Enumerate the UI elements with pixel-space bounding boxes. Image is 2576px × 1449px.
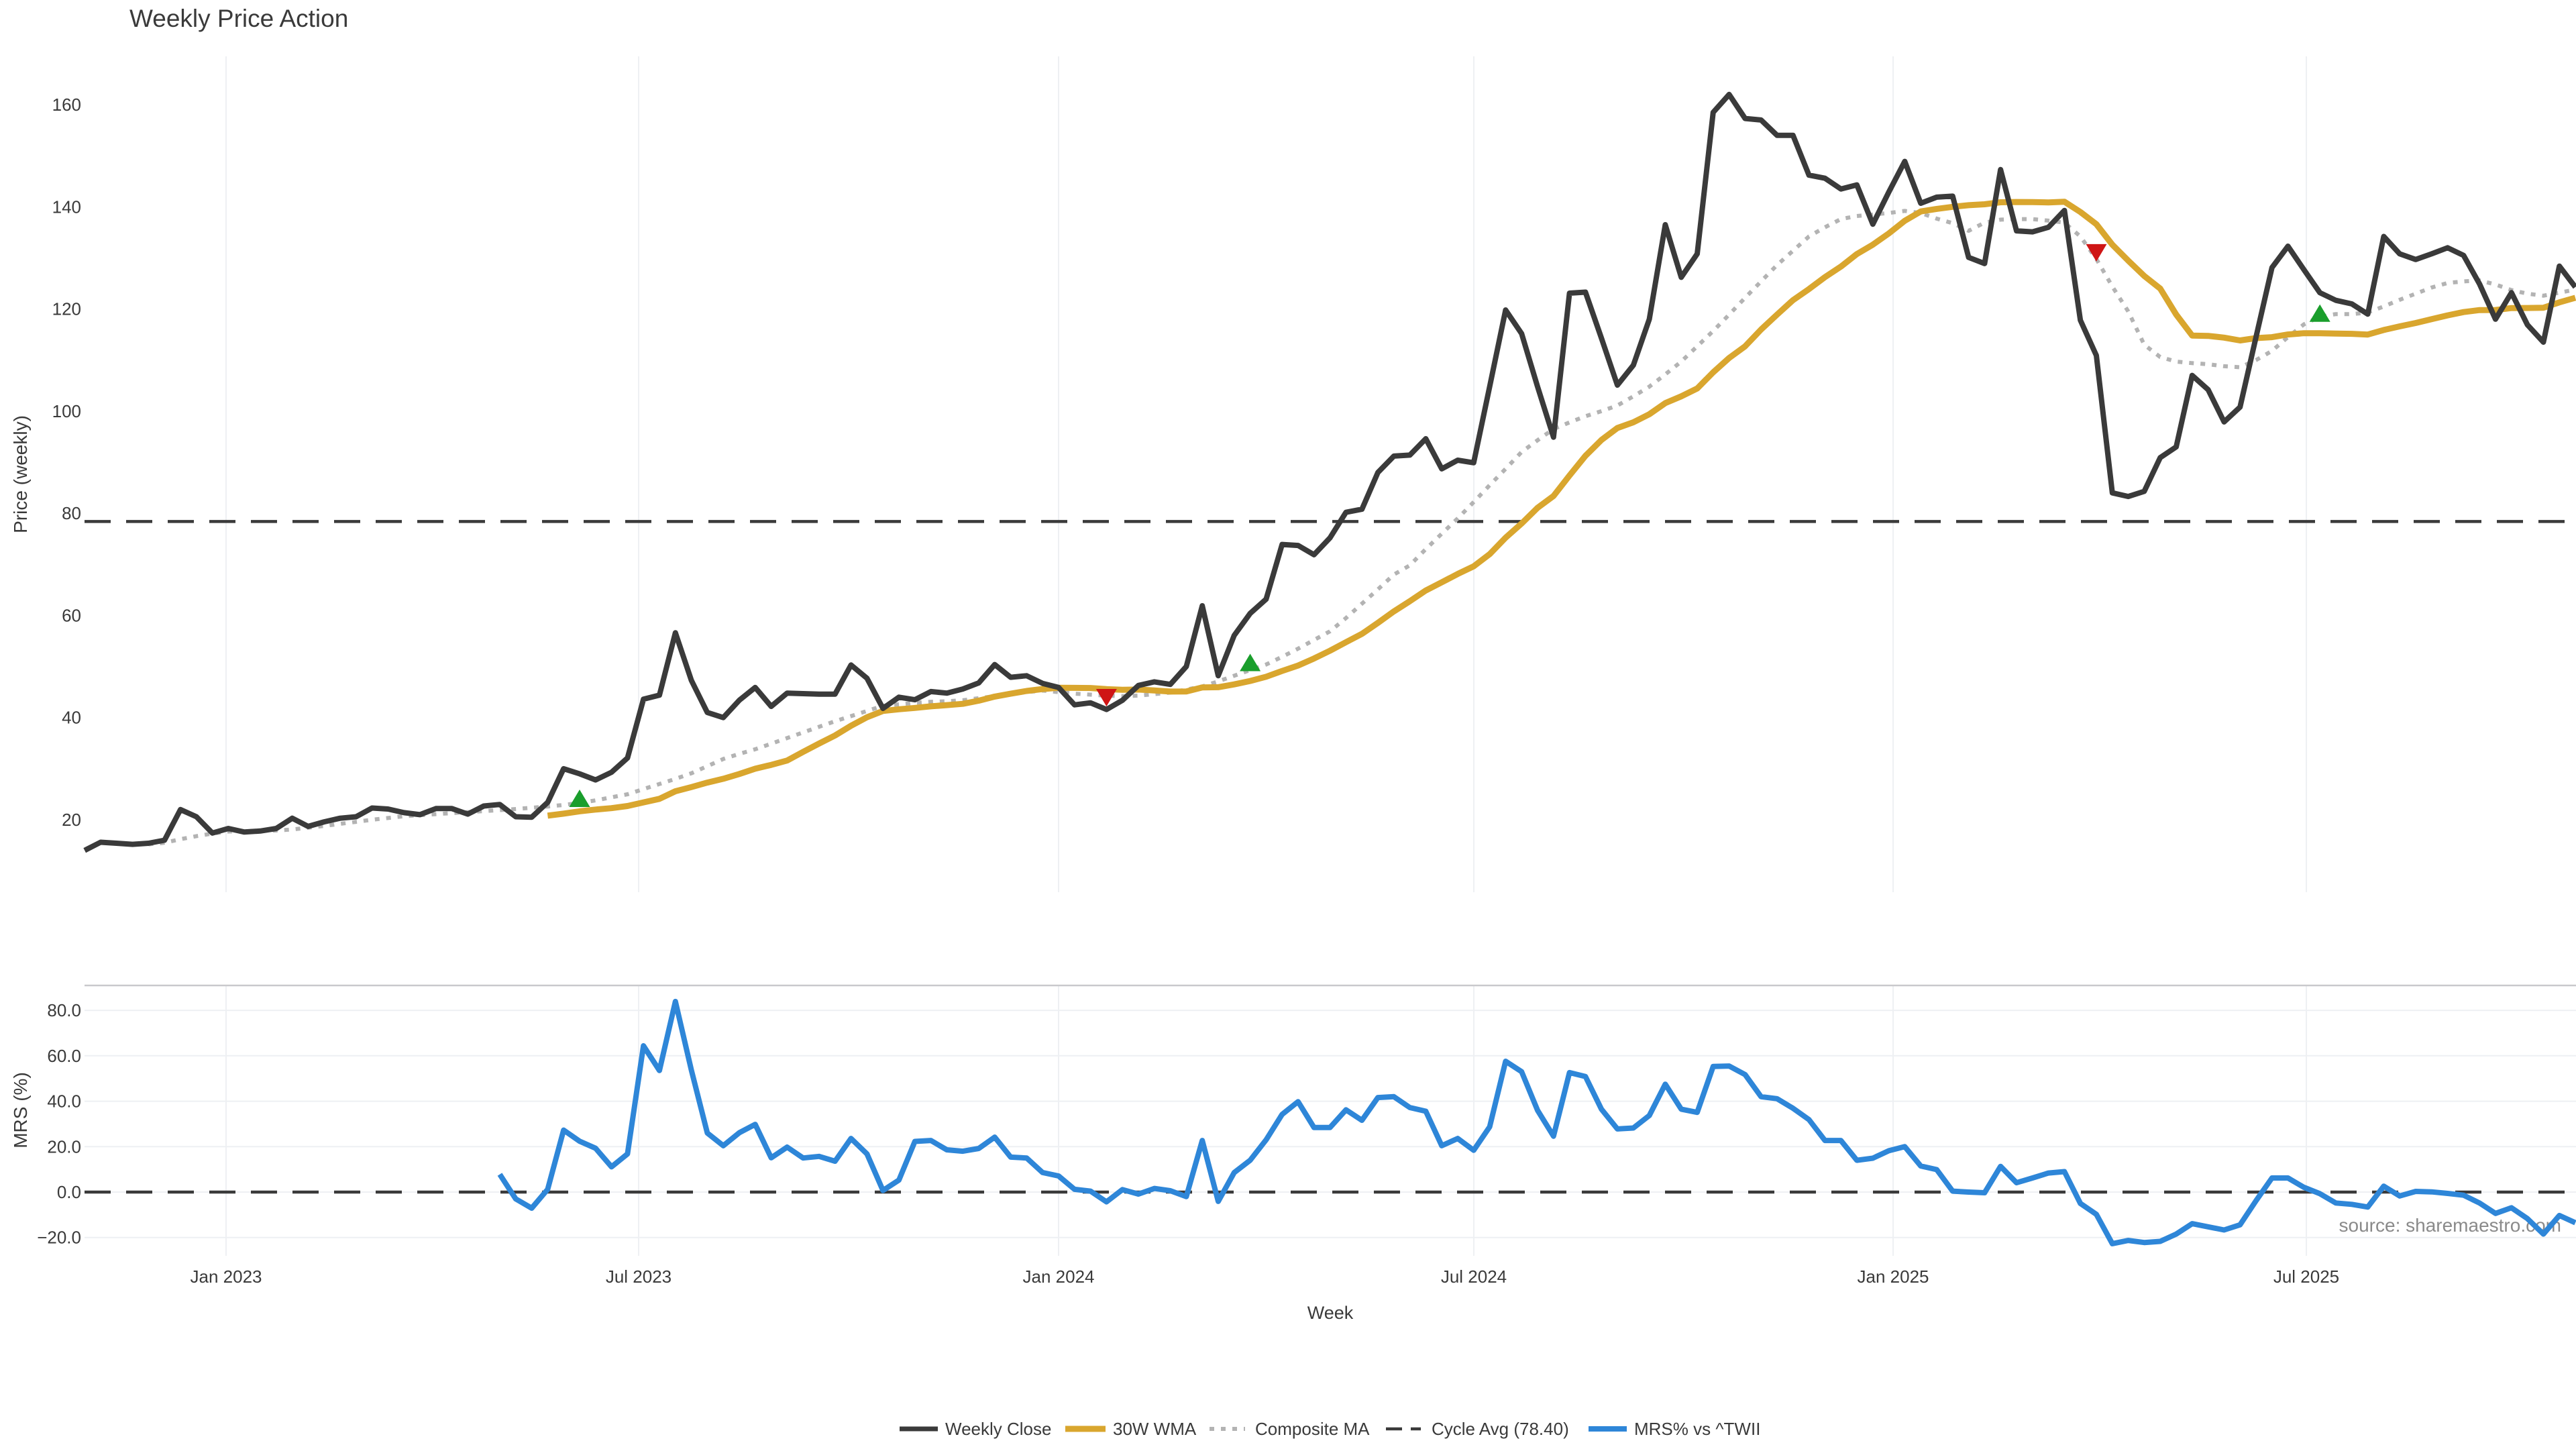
svg-text:60.0: 60.0 (47, 1046, 81, 1066)
svg-text:Jul 2023: Jul 2023 (606, 1267, 672, 1287)
svg-text:Jul 2025: Jul 2025 (2273, 1267, 2339, 1287)
svg-text:MRS% vs ^TWII: MRS% vs ^TWII (1634, 1419, 1760, 1439)
svg-text:Jan 2025: Jan 2025 (1858, 1267, 1929, 1287)
svg-text:40: 40 (62, 708, 81, 728)
svg-text:Jul 2024: Jul 2024 (1441, 1267, 1507, 1287)
svg-text:30W WMA: 30W WMA (1113, 1419, 1197, 1439)
svg-text:160: 160 (52, 95, 81, 115)
svg-text:Jan 2024: Jan 2024 (1023, 1267, 1095, 1287)
svg-text:0.0: 0.0 (57, 1182, 81, 1202)
svg-text:MRS (%): MRS (%) (10, 1072, 31, 1148)
svg-text:Jan 2023: Jan 2023 (191, 1267, 262, 1287)
svg-text:Weekly Price Action: Weekly Price Action (129, 5, 348, 32)
svg-text:−20.0: −20.0 (37, 1228, 81, 1248)
svg-text:100: 100 (52, 401, 81, 421)
svg-text:20: 20 (62, 810, 81, 830)
svg-text:20.0: 20.0 (47, 1136, 81, 1157)
svg-text:120: 120 (52, 299, 81, 319)
svg-text:40.0: 40.0 (47, 1091, 81, 1112)
svg-text:Weekly Close: Weekly Close (945, 1419, 1051, 1439)
svg-text:140: 140 (52, 197, 81, 217)
svg-text:Week: Week (1307, 1303, 1354, 1323)
svg-text:60: 60 (62, 606, 81, 626)
svg-text:80.0: 80.0 (47, 1000, 81, 1020)
svg-text:Cycle Avg (78.40): Cycle Avg (78.40) (1432, 1419, 1569, 1439)
svg-text:80: 80 (62, 503, 81, 523)
svg-text:Composite MA: Composite MA (1255, 1419, 1370, 1439)
svg-text:Price (weekly): Price (weekly) (10, 415, 31, 533)
